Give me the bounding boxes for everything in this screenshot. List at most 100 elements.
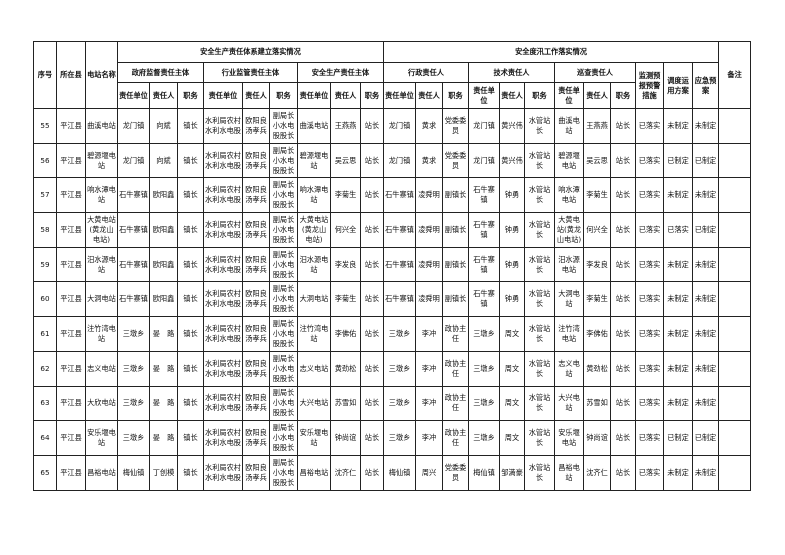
table-cell: 石牛寨镇 xyxy=(468,212,500,248)
table-cell xyxy=(718,420,752,456)
table-cell: 汨水源电站 xyxy=(297,246,331,283)
table-cell: 站长 xyxy=(610,316,636,352)
table-cell: 水管站长 xyxy=(524,108,555,144)
table-cell: 已制定 xyxy=(691,142,720,179)
table-cell: 未制定 xyxy=(691,246,720,283)
table-cell: 安乐堰电站 xyxy=(297,420,331,456)
table-cell: 三墩乡 xyxy=(117,316,150,352)
table-cell: 副局长小水电股股长 xyxy=(269,246,298,283)
table-cell: 水利局农村水利水电股 xyxy=(203,316,243,352)
table-cell: 未制定 xyxy=(663,246,693,283)
table-cell: 站长 xyxy=(360,454,384,491)
table-cell: 三墩乡 xyxy=(117,420,150,456)
table-cell: 龙门镇 xyxy=(468,142,500,179)
table-cell: 副局长小水电股股长 xyxy=(269,281,298,318)
table-cell: 钟勇 xyxy=(499,177,525,214)
table-cell: 政协主任 xyxy=(442,350,469,387)
table-cell: 站长 xyxy=(610,212,636,248)
table-cell: 水利局农村水利水电股 xyxy=(203,212,243,248)
table-cell: 已制定 xyxy=(663,142,693,179)
table-cell: 李菊生 xyxy=(583,177,611,214)
header-producer: 安全生产责任主体 xyxy=(297,62,384,83)
table-cell: 大兴电站 xyxy=(554,385,584,422)
table-cell: 镇长 xyxy=(177,246,204,283)
table-cell: 王燕燕 xyxy=(330,108,361,144)
table-cell xyxy=(718,350,752,387)
table-cell: 三墩乡 xyxy=(468,350,500,387)
table-cell: 站长 xyxy=(360,350,384,387)
table-cell: 黄兴伟 xyxy=(499,108,525,144)
header-emergency: 应急预案 xyxy=(691,62,720,109)
table-cell: 平江县 xyxy=(56,350,86,387)
table-cell: 梅仙镇 xyxy=(117,454,150,491)
table-cell: 晏 路 xyxy=(149,316,178,352)
table-cell: 石牛寨镇 xyxy=(117,281,150,318)
table-cell: 梅仙镇 xyxy=(383,454,416,491)
table-cell: 副局长小水电股股长 xyxy=(269,212,298,248)
table-cell: 三墩乡 xyxy=(468,420,500,456)
table-cell: 龙门镇 xyxy=(383,142,416,179)
table-cell: 曲溪电站 xyxy=(297,108,331,144)
table-cell: 李菊生 xyxy=(330,177,361,214)
table-cell: 镇长 xyxy=(177,316,204,352)
table-cell: 黄劲松 xyxy=(583,350,611,387)
table-cell: 欧阳良汤孝兵 xyxy=(242,420,270,456)
table-cell: 水利局农村水利水电股 xyxy=(203,281,243,318)
table-cell: 站长 xyxy=(610,281,636,318)
table-row: 55 平江县 曲溪电站 龙门镇 向斌 镇长 水利局农村水利水电股 欧阳良汤孝兵 副局长小水电股股… xyxy=(33,108,752,144)
table-cell: 石牛寨镇 xyxy=(117,246,150,283)
table-cell: 大黄电站(黄龙山电站) xyxy=(554,212,584,248)
header-gov: 政府监督责任主体 xyxy=(117,62,204,83)
table-cell: 三墩乡 xyxy=(117,385,150,422)
table-cell: 镇长 xyxy=(177,177,204,214)
table-cell: 周兴 xyxy=(415,454,443,491)
table-cell: 副局长小水电股股长 xyxy=(269,177,298,214)
table-cell: 平江县 xyxy=(56,212,86,248)
table-cell: 59 xyxy=(33,246,57,283)
table-cell: 已落实 xyxy=(635,420,664,456)
table-cell: 未制定 xyxy=(663,454,693,491)
header-post: 职务 xyxy=(360,82,384,109)
table-cell: 昌裕电站 xyxy=(297,454,331,491)
table-cell: 黄兴伟 xyxy=(499,142,525,179)
table-cell: 站长 xyxy=(610,385,636,422)
table-cell: 党委委员 xyxy=(442,108,469,144)
table-cell: 水管站长 xyxy=(524,246,555,283)
table-cell: 副镇长 xyxy=(442,212,469,248)
table-cell: 志义电站 xyxy=(297,350,331,387)
table-cell: 凌舜明 xyxy=(415,177,443,214)
header-tech: 技术责任人 xyxy=(468,62,555,83)
table-cell: 苏雪如 xyxy=(583,385,611,422)
table-cell: 碧源堰电站 xyxy=(554,142,584,179)
header-flood: 安全度汛工作落实情况 xyxy=(382,41,720,63)
table-cell: 站长 xyxy=(610,177,636,214)
table-cell: 大兴电站 xyxy=(297,385,331,422)
table-cell: 64 xyxy=(33,420,57,456)
table-cell: 站长 xyxy=(360,108,384,144)
table-cell: 欧阳良汤孝兵 xyxy=(242,142,270,179)
table-cell: 平江县 xyxy=(56,246,86,283)
table-cell: 大洞电站 xyxy=(297,281,331,318)
header-person: 责任人 xyxy=(583,82,611,109)
table-cell: 石牛寨镇 xyxy=(383,212,416,248)
header-post: 职务 xyxy=(610,82,636,109)
table-cell: 党委委员 xyxy=(442,142,469,179)
table-cell: 志义电站 xyxy=(85,350,118,387)
table-cell: 向斌 xyxy=(149,108,178,144)
table-cell: 副镇长 xyxy=(442,246,469,283)
header-unit: 责任单位 xyxy=(383,82,416,109)
table-cell: 注竹湾电站 xyxy=(85,316,118,352)
table-cell: 水利局农村水利水电股 xyxy=(203,142,243,179)
header-station: 电站名称 xyxy=(85,41,118,109)
table-cell: 水管站长 xyxy=(524,420,555,456)
table-cell: 镇长 xyxy=(177,350,204,387)
table-cell: 镇长 xyxy=(177,142,204,179)
table-cell: 已落实 xyxy=(635,108,664,144)
subheader-row: 责任单位 责任人 职务 责任单位 责任人 职务 责任单位 责任人 职务 责任单位 责任人 职务 责任单位… xyxy=(34,82,751,109)
table-cell: 副镇长 xyxy=(442,281,469,318)
table-cell xyxy=(718,316,752,352)
table-cell: 响水潭电站 xyxy=(554,177,584,214)
table-cell: 政协主任 xyxy=(442,316,469,352)
table-cell xyxy=(718,281,752,318)
header-dispatch: 调度运用方案 xyxy=(663,62,693,109)
